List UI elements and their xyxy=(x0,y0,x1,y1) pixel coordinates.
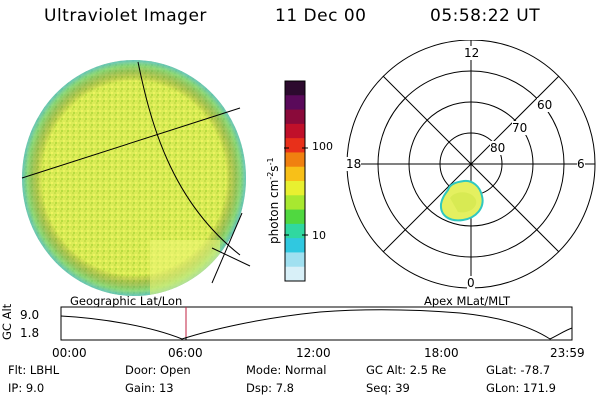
polar-plot xyxy=(346,40,596,289)
colorbar-label: photon cm-2s-1 xyxy=(266,157,281,244)
info-seq: Seq: 39 xyxy=(366,381,410,395)
colorbar-segment xyxy=(285,109,305,125)
altitude-curve xyxy=(60,309,573,340)
xtick-1200: 12:00 xyxy=(296,346,331,360)
altitude-ytick-high: 9.0 xyxy=(20,308,40,322)
colorbar-segment xyxy=(285,238,305,253)
colorbar-segment xyxy=(285,195,305,211)
colorbar-segment xyxy=(285,123,305,139)
longitude-line-2 xyxy=(211,212,243,284)
latitude-line xyxy=(21,107,241,179)
colorbar-segment xyxy=(285,152,305,168)
lat-label-80: 80 xyxy=(490,141,506,155)
altitude-ytick-low: 1.8 xyxy=(20,326,40,340)
colorbar-segment xyxy=(285,81,305,96)
xtick-2359: 23:59 xyxy=(550,346,585,360)
mlt-label-0: 0 xyxy=(467,276,475,290)
date-label: 11 Dec 00 xyxy=(275,6,367,26)
mlt-label-18: 18 xyxy=(346,157,362,171)
info-door: Door: Open xyxy=(125,363,191,377)
colorbar-segment xyxy=(285,252,305,268)
colorbar-segment xyxy=(285,223,305,239)
info-mode: Mode: Normal xyxy=(246,363,327,377)
info-ip: IP: 9.0 xyxy=(8,381,45,395)
polar-panel-caption: Apex MLat/MLT xyxy=(424,294,511,308)
lat-label-70: 70 xyxy=(512,121,528,135)
info-gain: Gain: 13 xyxy=(125,381,174,395)
colorbar-tick-100: 100 xyxy=(312,140,333,153)
colorbar-segment xyxy=(285,266,305,282)
xtick-0600: 06:00 xyxy=(168,346,203,360)
uv-image-panel xyxy=(21,60,251,296)
xtick-1800: 18:00 xyxy=(424,346,459,360)
time-label: 05:58:22 UT xyxy=(430,6,541,26)
mlt-label-12: 12 xyxy=(464,46,480,60)
mlt-label-6: 6 xyxy=(577,157,585,171)
info-dsp: Dsp: 7.8 xyxy=(246,381,294,395)
info-glon: GLon: 171.9 xyxy=(486,381,556,395)
instrument-title: Ultraviolet Imager xyxy=(44,6,207,26)
colorbar-segment xyxy=(285,166,305,182)
xtick-0000: 00:00 xyxy=(52,346,87,360)
colorbar-segment xyxy=(285,95,305,111)
colorbar-segment xyxy=(285,138,305,153)
left-panel-caption: Geographic Lat/Lon xyxy=(70,294,183,308)
colorbar-segment xyxy=(285,209,305,225)
info-gc-alt: GC Alt: 2.5 Re xyxy=(366,363,447,377)
colorbar xyxy=(284,80,306,282)
info-flt: Flt: LBHL xyxy=(8,363,60,377)
altitude-ylabel: GC Alt xyxy=(0,303,14,340)
info-glat: GLat: -78.7 xyxy=(486,363,551,377)
lat-label-60: 60 xyxy=(537,98,553,112)
altitude-plot xyxy=(60,306,573,341)
colorbar-ticks xyxy=(284,147,308,236)
colorbar-tick-10: 10 xyxy=(312,229,326,242)
longitude-line xyxy=(137,61,241,256)
colorbar-segment xyxy=(285,181,305,196)
